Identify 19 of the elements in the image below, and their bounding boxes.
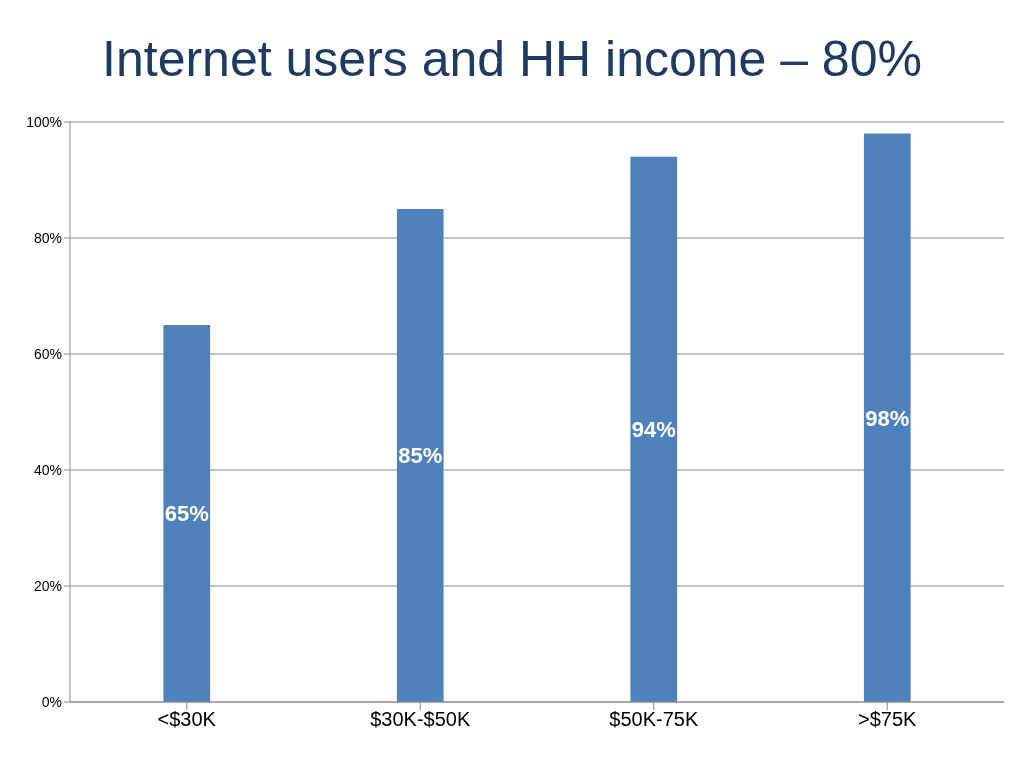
- data-label: 98%: [865, 405, 910, 431]
- data-label: 94%: [631, 417, 676, 443]
- bar: [163, 325, 211, 702]
- y-tick-label: 20%: [33, 577, 62, 594]
- bar: [863, 133, 911, 702]
- chart-title: Internet users and HH income – 80%: [101, 30, 923, 88]
- bar: [630, 156, 678, 702]
- y-tick-label: 100%: [26, 113, 62, 130]
- y-tick-label: 80%: [33, 229, 62, 246]
- y-tick-label: 60%: [33, 345, 62, 362]
- x-tick-label: $50K-75K: [609, 708, 699, 731]
- y-tick-label: 0%: [41, 693, 62, 710]
- y-tick-label: 40%: [33, 461, 62, 478]
- bar: [396, 209, 444, 702]
- x-tick-label: <$30K: [157, 708, 217, 731]
- data-label: 85%: [398, 443, 443, 469]
- x-tick-label: >$75K: [858, 708, 918, 731]
- x-tick-label: $30K-$50K: [370, 708, 471, 731]
- data-label: 65%: [164, 501, 209, 527]
